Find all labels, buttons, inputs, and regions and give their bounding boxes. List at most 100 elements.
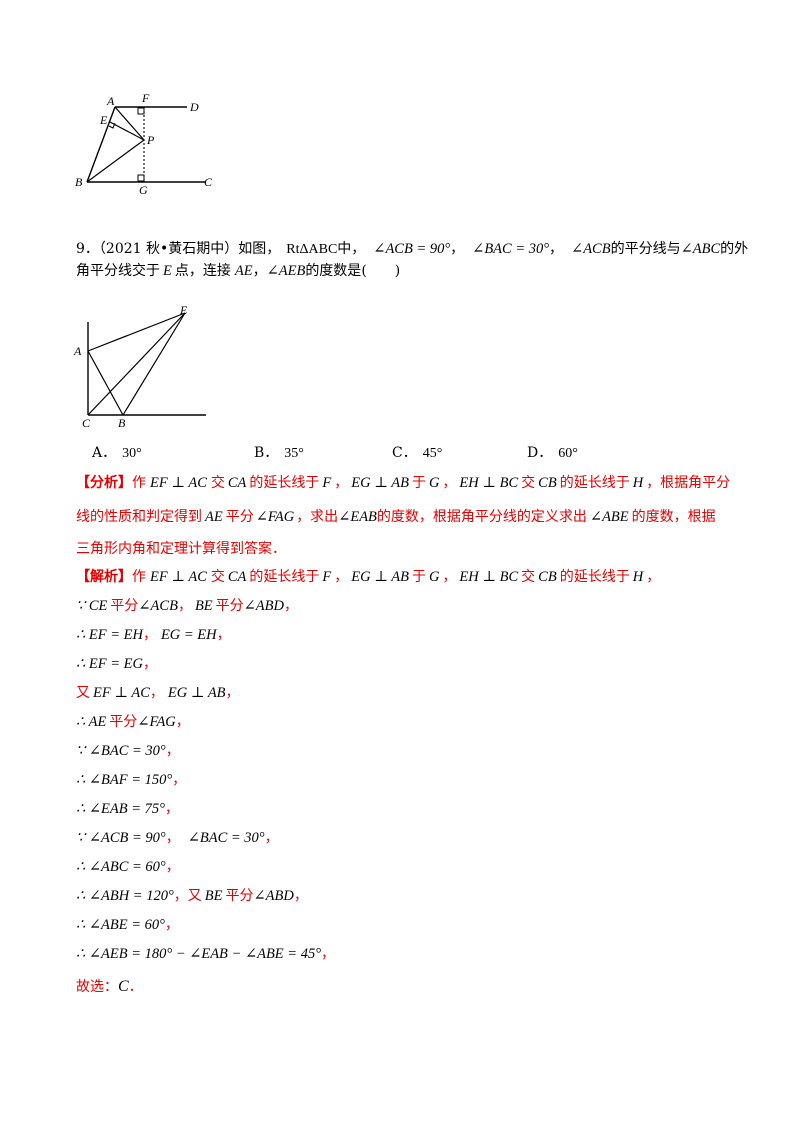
text: 角平分线交于: [76, 263, 160, 279]
option-letter: C．: [392, 445, 417, 461]
solution-step-11: ∴ ∠ABH = 120°，又 BE 平分∠ABD，: [76, 886, 308, 906]
math: EF ⊥ AC: [150, 475, 207, 491]
text: 平分: [215, 598, 244, 614]
math-angle-bac: ∠BAC = 30°: [472, 241, 550, 257]
text: 的延长线于: [559, 569, 630, 585]
text: ，: [293, 888, 308, 904]
analysis-line-1: 【分析】作 EF ⊥ AC 交 CA 的延长线于 F， EG ⊥ AB 于 G， EH ⊥ BC 交…: [76, 473, 730, 493]
text: 作: [132, 569, 146, 585]
question-line-1: 9．（2021 秋•黄石期中）如图， RtΔABC中， ∠ACB = 90°， ∠BA…: [76, 239, 748, 260]
math: ∠FAG: [137, 714, 176, 730]
math: ∴ EF = EG: [76, 656, 143, 672]
solution-step-3: ∴ EF = EG，: [76, 654, 157, 674]
math: ∴ ∠EAB = 75°: [76, 801, 165, 817]
math: ∵ ∠ACB = 90°: [76, 830, 166, 846]
solution-step-12: ∴ ∠ABE = 60°，: [76, 915, 179, 935]
math: EG = EH: [160, 627, 217, 643]
segment-AB: [86, 106, 116, 183]
label-C: C: [82, 416, 91, 430]
label-E: E: [179, 303, 188, 317]
math: ∴ AE: [76, 714, 107, 730]
math: ∠ACB: [138, 598, 178, 614]
text: ，: [175, 714, 190, 730]
answer-blank: ( ): [361, 263, 401, 279]
text: 于: [411, 475, 426, 491]
math: EH ⊥ BC: [459, 569, 519, 585]
option-value: 45°: [422, 446, 443, 461]
math: ∠BAC = 30°: [187, 830, 265, 846]
text: ，: [450, 241, 465, 257]
math: G: [428, 475, 440, 491]
label-A: A: [73, 344, 82, 358]
option-d[interactable]: D． 60°: [527, 442, 578, 462]
text: 的延长线于: [249, 569, 320, 585]
option-b[interactable]: B． 35°: [254, 442, 304, 462]
text: 平分: [109, 714, 138, 730]
option-letter: B．: [254, 445, 279, 461]
math: ∠ABD: [243, 598, 284, 614]
solution-step-10: ∴ ∠ABC = 60°，: [76, 857, 180, 877]
option-value: 60°: [558, 446, 578, 461]
math: G: [428, 569, 440, 585]
math: F: [322, 569, 332, 585]
text: 如图，: [238, 241, 281, 257]
text: ，: [646, 569, 661, 585]
text: ，: [252, 263, 267, 279]
math: H: [632, 475, 644, 491]
text: ，: [165, 743, 180, 759]
math: EH ⊥ BC: [459, 475, 519, 491]
math: ∵ ∠BAC = 30°: [76, 743, 166, 759]
text: 的外: [720, 241, 749, 257]
text: 故选：: [76, 979, 118, 995]
solution-step-8: ∴ ∠EAB = 75°，: [76, 799, 179, 819]
text: 作: [132, 475, 146, 491]
text: ，: [321, 946, 335, 962]
analysis-line-2: 线的性质和判定得到 AE 平分 ∠FAG ，求出∠EAB的度数，根据角平分线的定义求出 ∠…: [76, 507, 716, 527]
question-source: （2021 秋•黄石期中）: [98, 241, 239, 257]
text: ，求出: [296, 509, 339, 525]
label-F: F: [141, 91, 150, 105]
text: 交: [210, 569, 225, 585]
text: ，: [165, 830, 180, 846]
math-segment-ae: AE: [234, 263, 253, 279]
text: 的度数是: [305, 263, 362, 279]
question-line-2: 角平分线交于 E 点，连接 AE，∠AEB的度数是( ): [76, 261, 400, 281]
label-E: E: [99, 113, 108, 127]
math: EF ⊥ AC: [93, 685, 150, 701]
solution-answer: 故选：C．: [76, 977, 143, 997]
text: 又: [76, 685, 90, 701]
solution-step-9: ∵ ∠ACB = 90°， ∠BAC = 30°，: [76, 828, 279, 848]
math: ∠EAB: [338, 509, 377, 525]
solution-step-1: ∵ CE 平分∠ACB， BE 平分∠ABD，: [76, 596, 298, 616]
math-angle-acb-2: ∠ACB: [571, 241, 611, 257]
option-value: 30°: [122, 446, 142, 461]
solution-step-2: ∴ EF = EH， EG = EH，: [76, 625, 231, 645]
math: ∴ EF = EH: [76, 627, 143, 643]
math: ∠FAG: [255, 509, 295, 525]
text: ，: [142, 656, 157, 672]
text: 平分: [110, 598, 139, 614]
text: ，: [225, 685, 240, 701]
math: EG ⊥ AB: [351, 569, 409, 585]
math-angle-acb: ∠ACB = 90°: [373, 241, 451, 257]
option-c[interactable]: C． 45°: [392, 442, 442, 462]
text: ，: [549, 241, 564, 257]
math: BE: [194, 598, 213, 614]
analysis-line-3: 三角形内角和定理计算得到答案．: [76, 541, 286, 557]
math: H: [632, 569, 644, 585]
solution-tag: 【解析】: [76, 569, 132, 585]
segment-EP: [109, 121, 145, 141]
solution-line-1: 【解析】作 EF ⊥ AC 交 CA 的延长线于 F， EG ⊥ AB 于 G， EH ⊥ BC 交…: [76, 567, 660, 587]
segment-AP: [114, 106, 145, 141]
math: ∵ CE: [76, 598, 108, 614]
math: ∠ABD: [253, 888, 294, 904]
text: ，: [334, 475, 349, 491]
option-a[interactable]: A． 30°: [92, 442, 142, 462]
label-D: D: [189, 100, 199, 114]
label-B: B: [75, 175, 83, 189]
label-P: P: [146, 133, 155, 147]
text: ，: [164, 917, 179, 933]
segment-BE: [122, 312, 186, 416]
solution-step-13: ∴ ∠AEB = 180° − ∠EAB − ∠ABE = 45°，: [76, 944, 335, 964]
math: EG ⊥ AB: [351, 475, 409, 491]
